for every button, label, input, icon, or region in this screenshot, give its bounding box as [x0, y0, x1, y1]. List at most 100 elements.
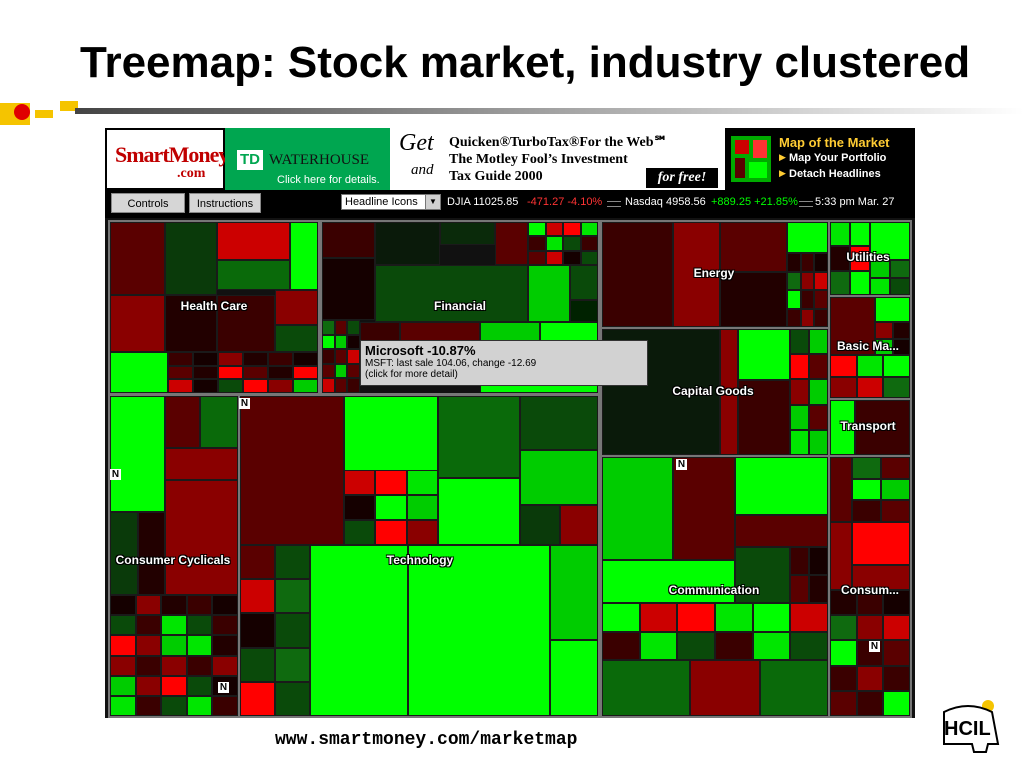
stock-cell[interactable] — [335, 320, 347, 335]
stock-cell[interactable] — [735, 515, 828, 547]
stock-cell[interactable] — [347, 320, 360, 335]
stock-cell[interactable] — [883, 355, 910, 377]
stock-cell[interactable] — [528, 251, 546, 265]
stock-cell[interactable] — [161, 696, 187, 716]
stock-cell[interactable] — [408, 545, 550, 716]
stock-cell[interactable] — [857, 377, 883, 398]
stock-cell[interactable] — [275, 648, 310, 682]
stock-cell[interactable] — [375, 470, 407, 495]
stock-cell[interactable] — [563, 236, 581, 251]
stock-cell[interactable] — [212, 635, 238, 656]
stock-cell[interactable] — [850, 222, 870, 246]
stock-cell[interactable] — [563, 222, 581, 236]
stock-cell[interactable] — [212, 696, 238, 716]
stock-cell[interactable] — [760, 660, 828, 716]
stock-cell[interactable] — [110, 615, 136, 635]
stock-cell[interactable] — [883, 691, 910, 716]
stock-cell[interactable] — [563, 251, 581, 265]
stock-cell[interactable] — [218, 366, 243, 379]
stock-cell[interactable] — [801, 253, 814, 272]
stock-cell[interactable] — [275, 682, 310, 716]
stock-cell[interactable] — [875, 322, 893, 339]
stock-cell[interactable] — [830, 590, 857, 615]
stock-cell[interactable] — [187, 615, 212, 635]
stock-cell[interactable] — [275, 613, 310, 648]
stock-cell[interactable] — [375, 265, 528, 322]
stock-cell[interactable] — [110, 635, 136, 656]
stock-cell[interactable] — [322, 335, 335, 349]
stock-cell[interactable] — [136, 615, 161, 635]
stock-cell[interactable] — [881, 500, 910, 522]
stock-cell[interactable] — [110, 676, 136, 696]
stock-cell[interactable] — [753, 632, 790, 660]
stock-cell[interactable] — [830, 640, 857, 666]
stock-cell[interactable] — [550, 545, 598, 640]
stock-cell[interactable] — [830, 355, 857, 377]
stock-cell[interactable] — [161, 635, 187, 656]
stock-cell[interactable] — [753, 603, 790, 632]
stock-cell[interactable] — [814, 253, 828, 272]
stock-cell[interactable] — [830, 271, 850, 295]
stock-cell[interactable] — [165, 480, 238, 595]
stock-cell[interactable] — [110, 656, 136, 676]
stock-cell[interactable] — [560, 505, 598, 545]
stock-cell[interactable] — [852, 479, 881, 500]
stock-cell[interactable] — [243, 366, 268, 379]
click-here-link[interactable]: Click here for details. — [277, 174, 380, 186]
stock-cell[interactable] — [212, 656, 238, 676]
tooltip-detail-link[interactable]: (click for more detail) — [365, 369, 458, 380]
stock-cell[interactable] — [268, 366, 293, 379]
td-waterhouse-ad[interactable]: TD WATERHOUSE Click here for details. — [225, 128, 390, 190]
stock-cell[interactable] — [322, 222, 375, 258]
stock-tooltip[interactable]: Microsoft -10.87% MSFT: last sale 104.06,… — [360, 340, 648, 386]
stock-cell[interactable] — [720, 272, 787, 327]
stock-cell[interactable] — [165, 396, 200, 448]
stock-cell[interactable] — [602, 660, 690, 716]
stock-cell[interactable] — [690, 660, 760, 716]
controls-button[interactable]: Controls — [111, 193, 185, 213]
stock-cell[interactable] — [852, 500, 881, 522]
stock-cell[interactable] — [857, 355, 883, 377]
stock-cell[interactable] — [870, 260, 890, 278]
stock-cell[interactable] — [883, 377, 910, 398]
stock-cell[interactable] — [602, 632, 640, 660]
stock-cell[interactable] — [602, 222, 673, 327]
stock-cell[interactable] — [136, 676, 161, 696]
stock-cell[interactable] — [809, 575, 828, 603]
stock-cell[interactable] — [640, 603, 677, 632]
stock-cell[interactable] — [293, 366, 318, 379]
stock-cell[interactable] — [790, 354, 809, 379]
stock-cell[interactable] — [138, 512, 165, 595]
treemap[interactable]: Health Care Financial Energy Utilities Basic… — [105, 218, 915, 718]
stock-cell[interactable] — [240, 682, 275, 716]
instructions-button[interactable]: Instructions — [189, 193, 261, 213]
stock-cell[interactable] — [136, 595, 161, 615]
stock-cell[interactable] — [830, 297, 875, 355]
stock-cell[interactable] — [801, 290, 814, 309]
stock-cell[interactable] — [165, 295, 217, 352]
stock-cell[interactable] — [322, 364, 335, 378]
stock-cell[interactable] — [602, 603, 640, 632]
stock-cell[interactable] — [375, 222, 440, 265]
stock-cell[interactable] — [830, 400, 855, 455]
stock-cell[interactable] — [110, 512, 138, 595]
stock-cell[interactable] — [322, 378, 335, 393]
stock-cell[interactable] — [790, 603, 828, 632]
stock-cell[interactable] — [161, 615, 187, 635]
stock-cell[interactable] — [528, 236, 546, 251]
stock-cell[interactable] — [546, 236, 563, 251]
stock-cell[interactable] — [787, 222, 828, 253]
stock-cell[interactable] — [738, 329, 790, 380]
stock-cell[interactable] — [673, 457, 735, 560]
stock-cell[interactable] — [801, 309, 814, 327]
stock-cell[interactable] — [438, 396, 520, 478]
stock-cell[interactable] — [570, 265, 598, 300]
stock-cell[interactable] — [640, 632, 677, 660]
stock-cell[interactable] — [217, 260, 290, 290]
stock-cell[interactable] — [814, 272, 828, 290]
stock-cell[interactable] — [735, 547, 790, 603]
stock-cell[interactable] — [375, 520, 407, 545]
stock-cell[interactable] — [275, 579, 310, 613]
stock-cell[interactable] — [830, 377, 857, 398]
stock-cell[interactable] — [814, 290, 828, 309]
